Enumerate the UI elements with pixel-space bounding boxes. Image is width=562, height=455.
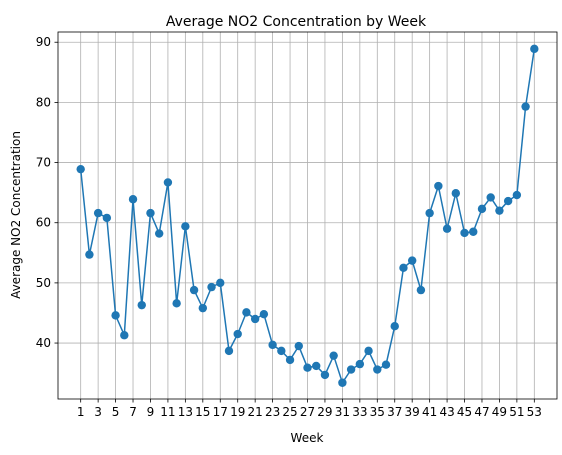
data-point <box>521 102 530 111</box>
x-tick-label: 37 <box>387 405 402 419</box>
x-tick-label: 13 <box>178 405 193 419</box>
data-point <box>364 346 373 356</box>
data-point <box>181 222 190 231</box>
data-point <box>224 346 234 356</box>
chart-title: Average NO2 Concentration by Week <box>166 14 427 30</box>
x-tick-label: 45 <box>457 405 472 419</box>
data-point <box>242 308 251 317</box>
x-tick-label: 51 <box>509 405 524 419</box>
x-tick-label: 7 <box>129 405 137 419</box>
x-tick-label: 27 <box>300 405 315 419</box>
data-point <box>512 190 522 200</box>
data-point <box>277 346 286 356</box>
x-axis-ticks: 1 3 5 7 9 11 13 15 17 19 21 23 25 27 29 31 33 35 37 39 41 43 4… <box>77 399 542 419</box>
y-tick-label: 60 <box>36 216 51 230</box>
data-point <box>530 44 539 54</box>
data-point <box>93 208 103 218</box>
data-point <box>469 227 478 236</box>
data-point <box>416 285 426 295</box>
data-point <box>338 378 347 387</box>
data-point <box>146 208 155 218</box>
data-point <box>163 178 173 187</box>
x-tick-label: 33 <box>352 405 367 419</box>
data-point <box>120 331 129 340</box>
data-point <box>85 250 94 259</box>
x-tick-label: 17 <box>213 405 228 419</box>
data-point <box>294 341 303 351</box>
data-point <box>154 229 164 238</box>
x-tick-label: 25 <box>282 405 297 419</box>
y-tick-label: 50 <box>36 276 51 290</box>
data-point <box>268 340 277 350</box>
data-point <box>312 361 321 371</box>
data-point <box>355 359 365 369</box>
data-point <box>451 189 461 198</box>
data-series <box>76 44 539 387</box>
x-tick-label: 43 <box>439 405 454 419</box>
x-tick-label: 3 <box>94 405 102 419</box>
data-point <box>128 195 138 204</box>
data-point <box>373 365 382 374</box>
data-point <box>137 300 146 310</box>
x-tick-label: 53 <box>527 405 542 419</box>
data-point <box>425 208 434 218</box>
x-tick-label: 35 <box>370 405 385 419</box>
data-point <box>102 213 112 223</box>
data-point <box>486 193 495 202</box>
y-tick-label: 90 <box>36 35 51 49</box>
data-point <box>477 204 487 214</box>
x-tick-label: 49 <box>492 405 507 419</box>
data-point <box>399 263 408 273</box>
x-tick-label: 23 <box>265 405 280 419</box>
data-point <box>503 196 513 206</box>
x-tick-label: 11 <box>160 405 175 419</box>
x-tick-label: 5 <box>112 405 120 419</box>
data-point <box>303 363 312 372</box>
data-point <box>189 285 199 295</box>
plot-frame <box>57 31 558 400</box>
y-tick-label: 70 <box>36 156 51 170</box>
data-point <box>381 360 391 369</box>
data-point <box>76 164 85 174</box>
data-point <box>329 351 338 360</box>
data-point <box>495 206 504 215</box>
data-point <box>460 228 469 238</box>
x-tick-label: 29 <box>317 405 332 419</box>
x-tick-label: 1 <box>77 405 85 419</box>
x-axis-label: Week <box>291 431 324 445</box>
y-tick-label: 40 <box>36 336 51 350</box>
data-point <box>285 355 295 365</box>
data-point <box>207 282 216 292</box>
x-tick-label: 19 <box>230 405 245 419</box>
data-point <box>216 278 225 288</box>
grid <box>58 32 557 399</box>
y-axis-ticks: 40 50 60 70 80 90 <box>36 35 58 350</box>
data-point <box>198 303 208 313</box>
data-point <box>346 365 356 374</box>
data-point <box>390 322 399 331</box>
data-point <box>111 311 120 320</box>
x-tick-label: 31 <box>335 405 350 419</box>
x-tick-label: 15 <box>195 405 210 419</box>
x-tick-label: 47 <box>474 405 489 419</box>
data-point <box>442 224 452 233</box>
x-tick-label: 21 <box>248 405 263 419</box>
data-point <box>259 309 269 319</box>
x-tick-label: 39 <box>405 405 420 419</box>
data-point <box>233 329 242 339</box>
data-point <box>172 299 181 308</box>
x-tick-label: 41 <box>422 405 437 419</box>
data-point <box>320 370 330 380</box>
x-tick-label: 9 <box>147 405 155 419</box>
data-point <box>407 256 417 265</box>
y-axis-label: Average NO2 Concentration <box>9 131 23 299</box>
y-tick-label: 80 <box>36 95 51 109</box>
data-point <box>250 314 260 324</box>
data-point <box>434 181 443 191</box>
